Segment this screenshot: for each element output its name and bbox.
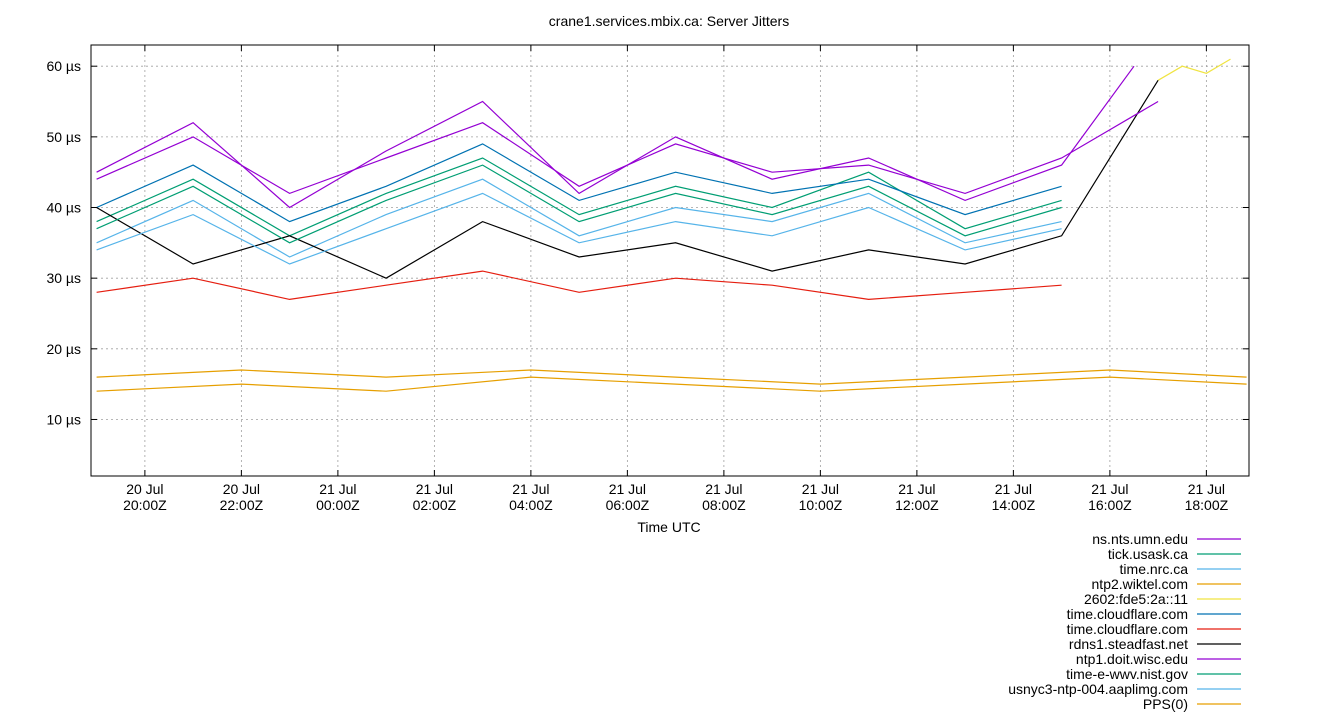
legend-label: tick.usask.ca [1108,546,1188,562]
legend-label: 2602:fde5:2a::11 [1084,591,1188,607]
legend-label: time.nrc.ca [1120,561,1189,577]
x-tick-label: 18:00Z [1185,497,1229,513]
legend-label: time.cloudflare.com [1067,621,1188,637]
legend-label: time-e-wwv.nist.gov [1066,666,1188,682]
x-tick-label: 21 Jul [802,481,839,497]
legend-label: usnyc3-ntp-004.aaplimg.com [1008,681,1188,697]
series-line [96,369,1247,385]
x-tick-label: 12:00Z [895,497,939,513]
x-tick-label: 21 Jul [705,481,742,497]
series-line [96,376,1247,392]
x-tick-label: 21 Jul [898,481,935,497]
grid-lines [91,45,1249,476]
chart-title: crane1.services.mbix.ca: Server Jitters [549,13,789,29]
plot-frame [90,44,1250,477]
y-tick-label: 30 µs [46,270,81,286]
x-tick-label: 20:00Z [123,497,167,513]
legend-label: ntp2.wiktel.com [1092,576,1188,592]
series-line [96,192,1062,265]
x-tick-label: 20 Jul [126,481,163,497]
x-tick-label: 16:00Z [1088,497,1132,513]
y-axis: 10 µs 20 µs 30 µs 40 µs 50 µs 60 µs [46,58,1249,427]
x-tick-label: 21 Jul [416,481,453,497]
legend-label: rdns1.steadfast.net [1069,636,1188,652]
legend-label: ns.nts.umn.edu [1092,531,1188,547]
x-tick-label: 21 Jul [609,481,646,497]
legend-label: time.cloudflare.com [1067,606,1188,622]
x-axis-label: Time UTC [637,519,700,535]
x-tick-label: 21 Jul [1188,481,1225,497]
legend-label: PPS(0) [1143,696,1188,712]
x-tick-label: 21 Jul [512,481,549,497]
x-tick-label: 08:00Z [702,497,746,513]
series-line [96,100,1159,195]
series-line [96,178,1062,258]
y-tick-label: 60 µs [46,58,81,74]
series-line [96,79,1159,279]
series-line [96,164,1062,244]
x-tick-label: 10:00Z [799,497,843,513]
x-tick-label: 06:00Z [606,497,650,513]
series-line [96,143,1062,223]
x-tick-label: 22:00Z [220,497,264,513]
x-tick-label: 20 Jul [223,481,260,497]
series-line [96,270,1062,301]
series-line [1157,58,1231,81]
y-tick-label: 50 µs [46,129,81,145]
x-tick-label: 02:00Z [413,497,457,513]
x-tick-label: 04:00Z [509,497,553,513]
x-tick-label: 21 Jul [1091,481,1128,497]
legend: ns.nts.umn.edutick.usask.catime.nrc.cant… [1008,531,1241,712]
x-tick-label: 00:00Z [316,497,360,513]
y-tick-label: 40 µs [46,200,81,216]
y-tick-label: 20 µs [46,341,81,357]
x-tick-label: 21 Jul [995,481,1032,497]
legend-label: ntp1.doit.wisc.edu [1076,651,1188,667]
x-tick-label: 14:00Z [992,497,1036,513]
x-tick-label: 21 Jul [319,481,356,497]
y-tick-label: 10 µs [46,411,81,427]
series-layer [96,58,1247,392]
